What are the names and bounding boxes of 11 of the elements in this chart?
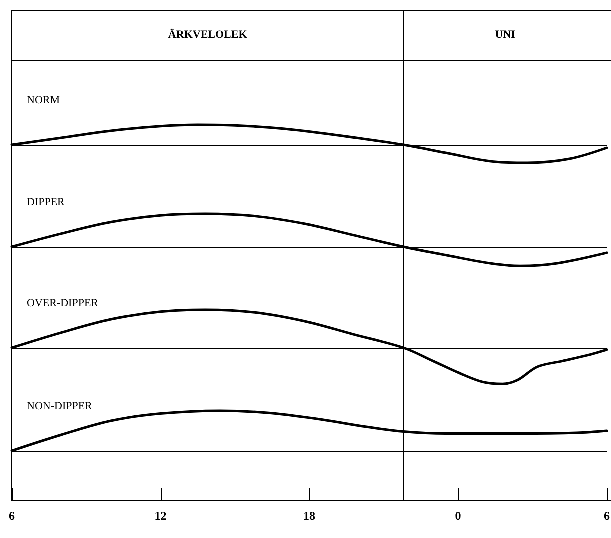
chart-title: OVER-DIPPER (27, 298, 100, 310)
text: UNI (495, 29, 516, 41)
x-tick-label: 18 (304, 509, 316, 523)
x-tick-label: 0 (455, 509, 462, 523)
x-tick-label: 12 (154, 509, 167, 523)
chart-title: NON-DIPPER (27, 400, 94, 412)
chart-title: DIPPER (27, 196, 66, 208)
x-tick-label: 6 (604, 509, 610, 523)
text: ÄRKVELOLEK (168, 28, 248, 41)
x-tick-label: 6 (9, 509, 15, 523)
chart-title: NORM (27, 94, 60, 106)
